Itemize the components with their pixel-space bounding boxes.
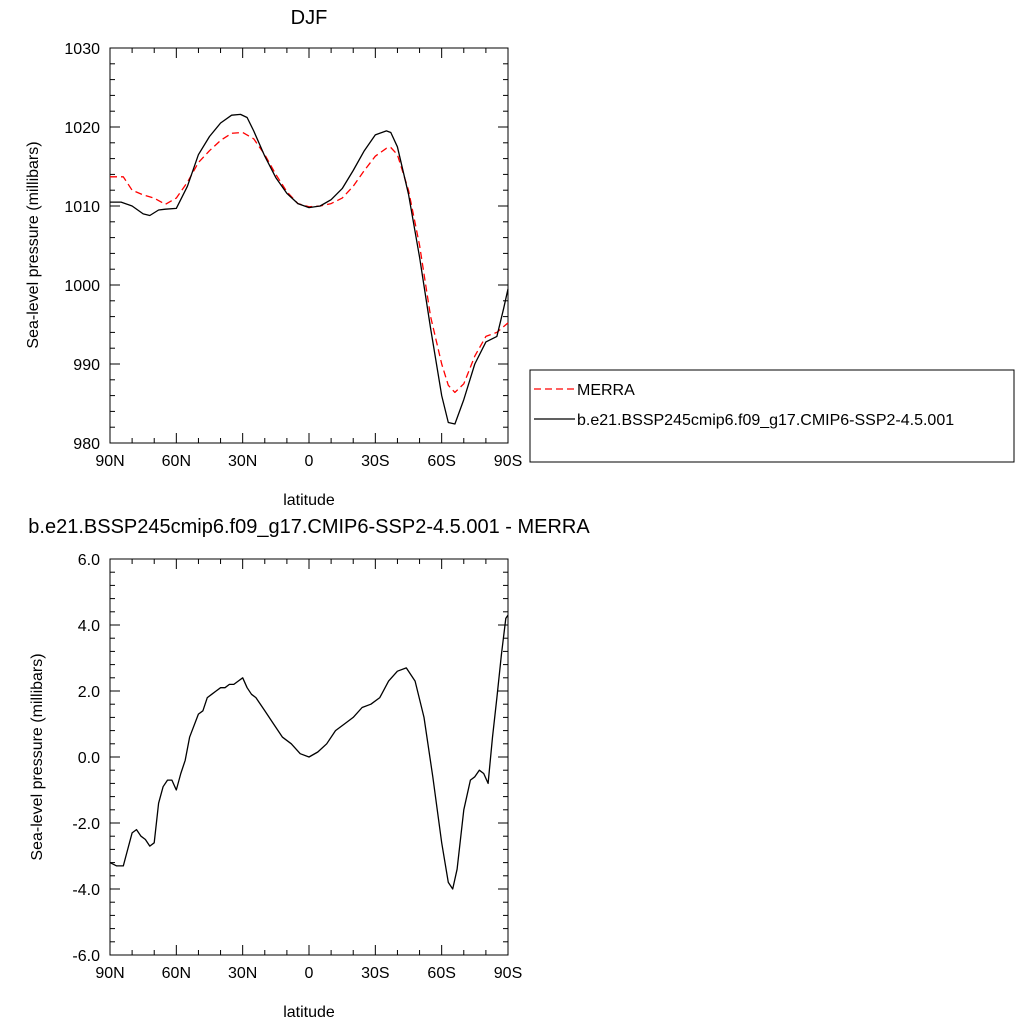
legend-box <box>529 369 1015 463</box>
x-tick-label: 60N <box>162 965 191 982</box>
x-tick-label: 60S <box>427 965 455 982</box>
bottom-chart-series <box>109 614 509 890</box>
x-tick-label: 30N <box>228 965 257 982</box>
bottom-chart: b.e21.BSSP245cmip6.f09_g17.CMIP6-SSP2-4.… <box>28 516 590 1021</box>
x-tick-label: 60N <box>162 453 191 470</box>
x-tick-label: 30N <box>228 453 257 470</box>
top-chart-x-axis-label: latitude <box>283 492 335 509</box>
top-chart: DJF latitude Sea-level pressure (milliba… <box>25 7 1015 509</box>
top-chart-legend: MERRA b.e21.BSSP245cmip6.f09_g17.CMIP6-S… <box>529 369 1015 463</box>
y-tick-label: 990 <box>73 357 100 374</box>
top-chart-y-axis-label: Sea-level pressure (millibars) <box>25 141 42 348</box>
y-tick-label: -6.0 <box>72 948 100 965</box>
x-tick-label: 30S <box>361 965 389 982</box>
y-tick-label: 6.0 <box>78 552 100 569</box>
bottom-chart-ticks: 90N 60N 30N 0 30S 60S 90S -6.0 -4.0 -2.0 0.0 2.0 4.0… <box>72 552 522 982</box>
top-chart-ticks: 90N 60N 30N 0 30S 60S 90S 980 990 1000 1010 1020 103… <box>64 41 522 470</box>
y-tick-label: 2.0 <box>78 684 100 701</box>
top-chart-series <box>110 113 509 425</box>
series-line-1-0 <box>109 614 509 890</box>
legend-label-merra: MERRA <box>577 382 635 399</box>
y-tick-label: 980 <box>73 436 100 453</box>
y-tick-label: -2.0 <box>72 816 100 833</box>
x-tick-label: 30S <box>361 453 389 470</box>
bottom-chart-x-axis-label: latitude <box>283 1004 335 1021</box>
top-chart-title: DJF <box>291 7 328 29</box>
series-line-0-0 <box>110 131 509 394</box>
series-line-0-1 <box>110 113 509 425</box>
y-tick-label: 0.0 <box>78 750 100 767</box>
x-tick-label: 0 <box>305 965 314 982</box>
x-tick-label: 90N <box>95 453 124 470</box>
x-tick-label: 90S <box>494 453 522 470</box>
y-tick-label: 1000 <box>64 278 100 295</box>
x-tick-label: 90S <box>494 965 522 982</box>
y-tick-label: 4.0 <box>78 618 100 635</box>
legend-label-model: b.e21.BSSP245cmip6.f09_g17.CMIP6-SSP2-4.… <box>577 412 954 429</box>
y-tick-label: 1030 <box>64 41 100 58</box>
x-tick-label: 60S <box>427 453 455 470</box>
bottom-chart-y-axis-label: Sea-level pressure (millibars) <box>29 653 46 860</box>
x-tick-label: 0 <box>305 453 314 470</box>
bottom-chart-title: b.e21.BSSP245cmip6.f09_g17.CMIP6-SSP2-4.… <box>28 516 590 538</box>
y-tick-label: 1010 <box>64 199 100 216</box>
y-tick-label: -4.0 <box>72 882 100 899</box>
x-tick-label: 90N <box>95 965 124 982</box>
y-tick-label: 1020 <box>64 120 100 137</box>
